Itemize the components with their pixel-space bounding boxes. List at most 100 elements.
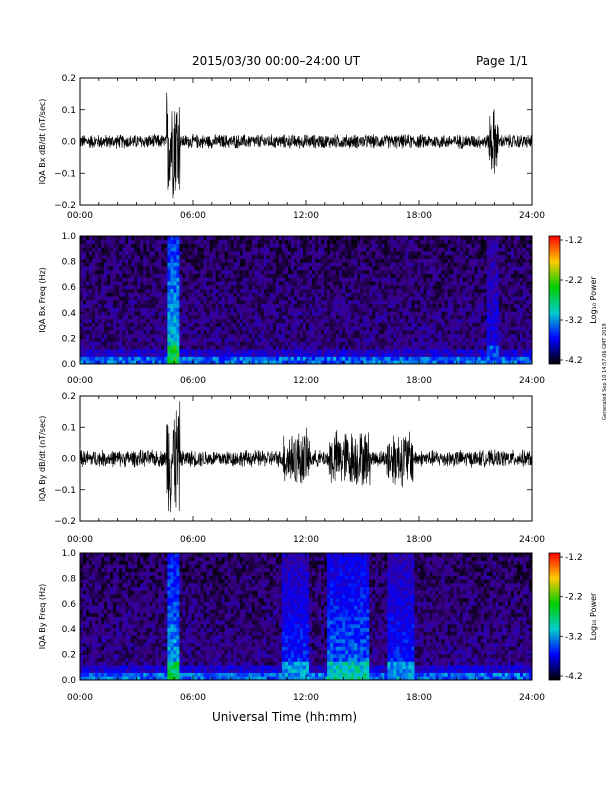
spectrogram-cell [471, 360, 476, 365]
spectrogram-cell [375, 356, 379, 361]
spectrogram-cell [245, 262, 250, 267]
spectrogram-cell [86, 356, 90, 361]
spectrogram-cell [281, 356, 286, 361]
spectrogram-cell [224, 345, 229, 350]
spectrogram-cell [387, 360, 391, 365]
spectrogram-cell [474, 266, 479, 271]
spectrogram-cell [333, 322, 337, 327]
spectrogram-cell [218, 251, 223, 256]
spectrogram-cell [242, 254, 247, 259]
spectrogram-cell [405, 333, 409, 339]
spectrogram-cell [315, 281, 319, 286]
spectrogram-cell [489, 300, 494, 305]
spectrogram-cell [299, 352, 304, 357]
spectrogram-cell [444, 300, 449, 305]
spectrogram-cell [354, 356, 358, 361]
spectrogram-cell [438, 330, 442, 335]
spectrogram-cell [435, 254, 439, 259]
spectrogram-cell [92, 266, 96, 271]
spectrogram-cell [411, 300, 415, 305]
spectrogram-cell [263, 345, 268, 350]
spectrogram-cell [447, 281, 452, 286]
spectrogram-cell [480, 326, 485, 331]
spectrogram-cell [441, 251, 446, 256]
spectrogram-cell [468, 333, 473, 339]
spectrogram-cell [507, 281, 512, 286]
spectrogram-cell [507, 236, 512, 241]
spectrogram-cell [489, 243, 494, 248]
spectrogram-cell [423, 251, 427, 256]
spectrogram-cell [378, 269, 382, 275]
spectrogram-cell [254, 356, 259, 361]
spectrogram-cell [266, 273, 271, 278]
spectrogram-cell [170, 262, 174, 267]
spectrogram-cell [408, 273, 412, 278]
spectrogram-cell [263, 258, 268, 263]
spectrogram-cell [272, 243, 277, 248]
spectrogram-cell [230, 360, 235, 365]
spectrogram-cell [92, 311, 96, 316]
spectrogram-cell [348, 266, 352, 271]
spectrogram-cell [501, 236, 506, 241]
spectrogram-cell [474, 360, 479, 365]
spectrogram-cell [98, 269, 102, 275]
spectrogram-cell [296, 266, 301, 271]
spectrogram-cell [444, 236, 449, 241]
spectrogram-cell [363, 307, 367, 312]
spectrogram-cell [194, 348, 198, 354]
spectrogram-cell [423, 266, 427, 271]
spectrogram-cell [263, 269, 268, 275]
spectrogram-cell [275, 254, 280, 259]
spectrogram-cell [402, 326, 406, 331]
spectrogram-cell [104, 251, 108, 256]
spectrogram-cell [381, 311, 385, 316]
spectrogram-cell [92, 352, 96, 357]
spectrogram-cell [260, 322, 265, 327]
spectrogram-cell [510, 307, 515, 312]
spectrogram-cell [357, 326, 361, 331]
spectrogram-cell [269, 348, 274, 354]
spectrogram-cell [149, 315, 153, 320]
spectrogram-cell [173, 277, 177, 282]
spectrogram-cell [194, 345, 198, 350]
spectrogram-cell [309, 262, 313, 267]
spectrogram-cell [408, 333, 412, 339]
spectrogram-cell [399, 307, 403, 312]
spectrogram-cell [254, 330, 259, 335]
spectrogram-cell [387, 251, 391, 256]
spectrogram-cell [336, 348, 340, 354]
spectrogram-cell [167, 273, 171, 278]
spectrogram-cell [453, 360, 458, 365]
spectrogram-cell [227, 326, 232, 331]
spectrogram-cell [173, 341, 177, 346]
spectrogram-cell [399, 292, 403, 297]
spectrogram-cell [101, 326, 105, 331]
spectrogram-cell [284, 303, 289, 308]
spectrogram-cell [170, 356, 174, 361]
spectrogram-cell [83, 281, 87, 286]
spectrogram-cell [275, 352, 280, 357]
spectrogram-cell [306, 333, 310, 339]
spectrogram-cell [302, 333, 307, 339]
spectrogram-cell [393, 251, 397, 256]
spectrogram-cell [348, 239, 352, 244]
spectrogram-cell [266, 251, 271, 256]
spectrogram-cell [200, 247, 204, 252]
spectrogram-cell [354, 337, 358, 342]
spectrogram-cell [393, 337, 397, 342]
spectrogram-cell [396, 300, 400, 305]
spectrogram-cell [248, 345, 253, 350]
spectrogram-cell [483, 281, 488, 286]
spectrogram-cell [495, 333, 500, 339]
spectrogram-cell [176, 352, 180, 357]
spectrogram-cell [185, 284, 189, 290]
spectrogram-cell [263, 243, 268, 248]
spectrogram-cell [86, 345, 90, 350]
spectrogram-cell [441, 356, 446, 361]
spectrogram-cell [468, 322, 473, 327]
spectrogram-cell [281, 303, 286, 308]
spectrogram-cell [471, 330, 476, 335]
spectrogram-cell [321, 273, 325, 278]
spectrogram-cell [429, 236, 433, 241]
spectrogram-cell [248, 318, 253, 323]
